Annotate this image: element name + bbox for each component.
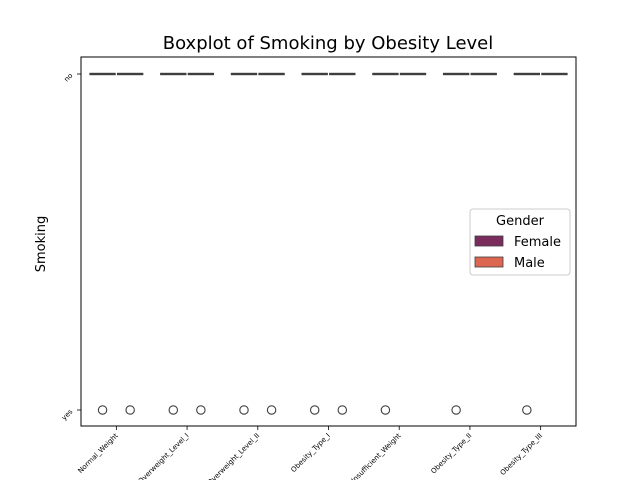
y-tick-label: no xyxy=(63,72,75,84)
legend-title: Gender xyxy=(496,214,545,229)
x-tick-label: Obesity_Type_II xyxy=(430,432,474,476)
x-tick-label: Obesity_Type_III xyxy=(499,432,544,477)
chart-title: Boxplot of Smoking by Obesity Level xyxy=(163,33,494,54)
y-tick-label: yes xyxy=(60,408,74,422)
outlier-point xyxy=(125,405,135,415)
outlier-point xyxy=(380,405,391,415)
outlier-point xyxy=(196,405,206,415)
legend-label: Female xyxy=(514,235,561,250)
outlier-point xyxy=(337,405,348,415)
legend-label: Male xyxy=(514,256,545,271)
outlier-point xyxy=(239,405,249,415)
x-tick-label: Insufficient_Weight xyxy=(350,432,403,480)
x-tick-label: Normal_Weight xyxy=(76,432,119,475)
x-tick-label: Overweight_Level_II xyxy=(206,432,261,480)
outlier-point xyxy=(522,405,532,415)
x-tick-label: Obesity_Type_I xyxy=(290,432,332,474)
outlier-point xyxy=(309,405,320,415)
outlier-point xyxy=(168,405,179,415)
x-tick-label: Overweight_Level_I xyxy=(137,432,191,480)
outlier-point xyxy=(451,405,461,415)
outlier-point xyxy=(97,405,108,415)
legend: Gender Female Male xyxy=(469,208,571,276)
y-axis-label: Smoking xyxy=(34,216,49,273)
legend-swatch xyxy=(474,235,504,247)
legend-swatch xyxy=(474,256,504,268)
plot-frame xyxy=(80,56,577,427)
outlier-point xyxy=(266,405,277,415)
